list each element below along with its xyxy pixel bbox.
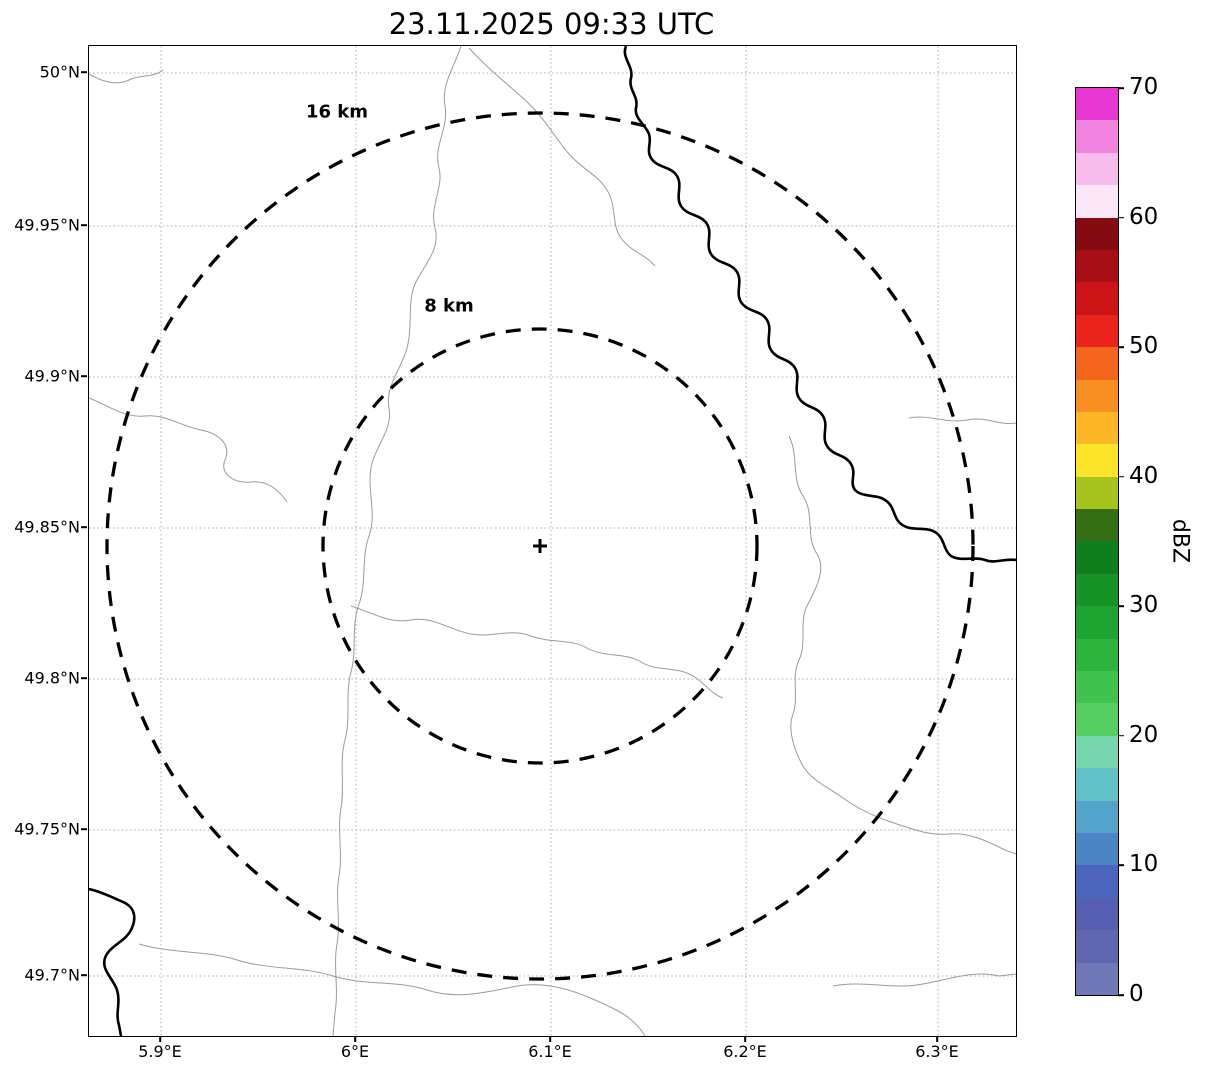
x-tick-label: 6.1°E xyxy=(528,1042,572,1061)
river-lines xyxy=(89,46,1016,1036)
colorbar-band xyxy=(1076,962,1118,995)
map-canvas xyxy=(89,46,1016,1036)
colorbar-axis-label: dBZ xyxy=(1167,518,1193,564)
colorbar-band xyxy=(1076,800,1118,833)
river-line-northeast xyxy=(623,46,1016,563)
x-tick-label: 6.2°E xyxy=(723,1042,767,1061)
x-tick-label: 6.3°E xyxy=(915,1042,959,1061)
grid-lines xyxy=(89,46,1016,1036)
colorbar-band xyxy=(1076,541,1118,574)
y-tick-mark xyxy=(81,526,87,528)
colorbar-tick-mark xyxy=(1118,475,1124,478)
x-tick-label: 5.9°E xyxy=(138,1042,182,1061)
colorbar-tick-label: 70 xyxy=(1129,74,1159,100)
colorbar-tick-mark xyxy=(1118,605,1124,608)
colorbar-band xyxy=(1076,379,1118,412)
colorbar-band xyxy=(1076,88,1118,121)
colorbar-band xyxy=(1076,606,1118,639)
x-tick-mark xyxy=(159,1036,161,1042)
colorbar-tick-label: 40 xyxy=(1129,463,1159,489)
colorbar-gradient xyxy=(1076,88,1118,995)
colorbar-band xyxy=(1076,282,1118,315)
colorbar-band xyxy=(1076,249,1118,283)
map-plot-area: 16 km 8 km xyxy=(88,45,1017,1037)
range-ring-label-8km: 8 km xyxy=(424,295,474,317)
colorbar-band xyxy=(1076,573,1118,607)
y-tick-label: 49.7°N xyxy=(24,965,80,985)
colorbar-band xyxy=(1076,735,1118,769)
colorbar-band xyxy=(1076,314,1118,348)
colorbar-band xyxy=(1076,509,1118,542)
colorbar-band xyxy=(1076,476,1118,510)
y-tick-label: 49.95°N xyxy=(14,215,80,235)
range-ring-8km xyxy=(321,327,759,765)
colorbar-band xyxy=(1076,671,1118,704)
colorbar-tick-mark xyxy=(1118,994,1124,996)
colorbar-band xyxy=(1076,152,1118,186)
x-tick-mark xyxy=(744,1036,746,1042)
colorbar-band xyxy=(1076,768,1118,801)
y-tick-mark xyxy=(81,375,87,377)
colorbar-band xyxy=(1076,897,1118,931)
colorbar-tick-mark xyxy=(1118,216,1124,219)
radar-center-marker xyxy=(533,539,547,553)
x-tick-label: 6°E xyxy=(340,1042,370,1061)
river-line-southwest xyxy=(89,887,136,1036)
y-tick-label: 49.9°N xyxy=(24,366,80,386)
colorbar-band xyxy=(1076,703,1118,736)
colorbar-tick-label: 30 xyxy=(1129,592,1159,618)
colorbar-band xyxy=(1076,347,1118,380)
colorbar-tick-label: 0 xyxy=(1129,981,1144,1007)
colorbar-tick-mark xyxy=(1118,864,1124,867)
colorbar-tick-label: 10 xyxy=(1129,851,1159,877)
colorbar-band xyxy=(1076,120,1118,153)
colorbar-band xyxy=(1076,217,1118,250)
colorbar-tick-mark xyxy=(1118,346,1124,348)
y-tick-mark xyxy=(81,224,87,226)
x-tick-mark xyxy=(936,1036,938,1042)
y-tick-mark xyxy=(81,677,87,679)
x-tick-mark xyxy=(549,1036,551,1042)
y-tick-label: 50°N xyxy=(39,62,80,82)
colorbar-band xyxy=(1076,930,1118,963)
colorbar-tick-label: 60 xyxy=(1129,204,1159,230)
y-tick-label: 49.75°N xyxy=(14,819,80,839)
colorbar-tick-mark xyxy=(1118,87,1124,89)
y-tick-mark xyxy=(81,71,87,73)
admin-boundary-lines xyxy=(89,46,1016,1036)
y-tick-mark xyxy=(81,828,87,830)
x-tick-mark xyxy=(354,1036,356,1042)
colorbar-band xyxy=(1076,411,1118,445)
plot-title: 23.11.2025 09:33 UTC xyxy=(388,7,715,41)
y-tick-mark xyxy=(81,974,87,976)
range-ring-label-16km: 16 km xyxy=(305,101,369,123)
colorbar-band xyxy=(1076,832,1118,866)
colorbar-band xyxy=(1076,638,1118,672)
colorbar-band xyxy=(1076,444,1118,477)
colorbar-tick-mark xyxy=(1118,735,1124,737)
y-tick-label: 49.85°N xyxy=(14,517,80,537)
range-ring-16km xyxy=(105,111,975,981)
colorbar-band xyxy=(1076,185,1118,218)
colorbar-tick-label: 50 xyxy=(1129,333,1159,359)
y-tick-label: 49.8°N xyxy=(24,668,80,688)
colorbar-band xyxy=(1076,865,1118,898)
colorbar xyxy=(1075,87,1124,996)
colorbar-tick-label: 20 xyxy=(1129,722,1159,748)
